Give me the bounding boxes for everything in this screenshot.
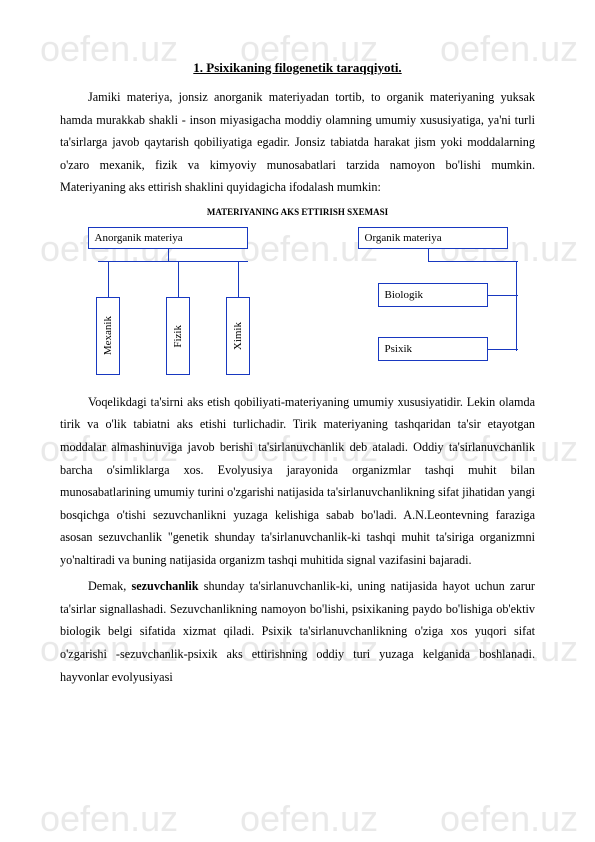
box-organik: Organik materiya [358, 227, 508, 249]
paragraph-2: Voqelikdagi ta'sirni aks etish qobiliyat… [60, 391, 535, 572]
para3-bold: sezuvchanlik [132, 579, 199, 593]
connector [178, 261, 180, 297]
connector [98, 261, 248, 263]
connector [238, 261, 240, 297]
label-anorganik: Anorganik materiya [95, 232, 183, 244]
paragraph-3: Demak, sezuvchanlik shunday ta'sirlanuvc… [60, 575, 535, 688]
diagram: Anorganik materiya Organik materiya Mexa… [68, 227, 528, 377]
label-organik: Organik materiya [365, 232, 442, 244]
document-content: 1. Psixikaning filogenetik taraqqiyoti. … [0, 0, 595, 732]
paragraph-1: Jamiki materiya, jonsiz anorganik materi… [60, 86, 535, 199]
label-ximik: Ximik [232, 318, 244, 354]
label-psixik: Psixik [385, 343, 413, 355]
connector [428, 261, 518, 263]
label-fizik: Fizik [172, 321, 184, 352]
para3-rest: shunday ta'sirlanuvchanlik-ki, uning nat… [60, 579, 535, 683]
box-anorganik: Anorganik materiya [88, 227, 248, 249]
document-title: 1. Psixikaning filogenetik taraqqiyoti. [60, 60, 535, 76]
connector [108, 261, 110, 297]
box-ximik: Ximik [226, 297, 250, 375]
connector [486, 349, 518, 351]
para3-prefix: Demak, [88, 579, 132, 593]
box-mexanik: Mexanik [96, 297, 120, 375]
label-mexanik: Mexanik [102, 312, 114, 359]
connector [486, 295, 518, 297]
box-psixik: Psixik [378, 337, 488, 361]
box-fizik: Fizik [166, 297, 190, 375]
label-biologik: Biologik [385, 289, 424, 301]
connector [168, 249, 170, 261]
box-biologik: Biologik [378, 283, 488, 307]
connector [428, 249, 430, 261]
connector [516, 261, 518, 351]
schema-title: MATERIYANING AKS ETTIRISH SXEMASI [60, 207, 535, 217]
